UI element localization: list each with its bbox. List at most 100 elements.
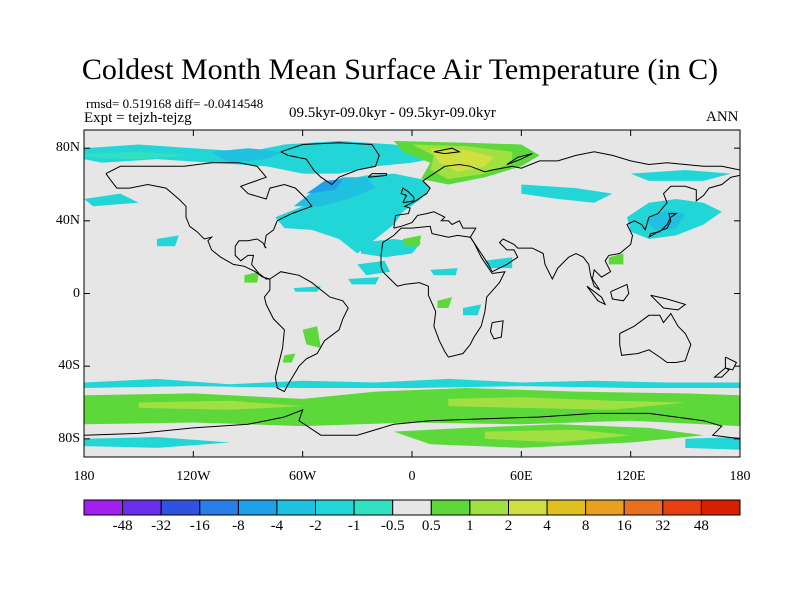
colorbar-swatch (508, 499, 548, 516)
y-tick-label: 80S (58, 430, 80, 446)
x-tick-label: 120E (615, 469, 646, 484)
coastline (650, 294, 687, 311)
colorbar-swatch (83, 499, 124, 516)
colorbar-swatch (276, 499, 316, 516)
axis-ticks (83, 130, 741, 457)
colorbar (83, 499, 741, 516)
x-tick-label: 60W (289, 469, 317, 484)
y-tick-label: 40N (55, 212, 80, 228)
coastline (393, 151, 740, 291)
y-tick-label: 0 (73, 285, 80, 301)
colorbar-swatch (353, 499, 394, 516)
x-tick-label: 180 (729, 469, 751, 484)
period-text: ANN (706, 109, 739, 125)
coastline (724, 356, 738, 371)
contour-blob (348, 277, 380, 285)
coastline (380, 225, 506, 358)
coastline (400, 187, 415, 204)
y-tick-label: 40S (58, 358, 80, 374)
contour-blob (84, 388, 740, 427)
colorbar-swatch (315, 499, 355, 516)
colorbar-label: 16 (616, 518, 632, 534)
colorbar-label: -32 (151, 518, 172, 534)
coastline (610, 283, 630, 302)
colorbar-label: -48 (112, 518, 133, 534)
y-tick-label: 80N (55, 140, 80, 156)
contour-blob (608, 253, 624, 265)
coastline (648, 213, 678, 238)
x-tick-label: 120W (176, 469, 211, 484)
contour-blob (84, 437, 230, 448)
contour-blob (138, 400, 303, 410)
rmsd-text: rmsd= 0.519168 diff= -0.0414548 (86, 96, 264, 111)
coastline (506, 153, 533, 165)
contour-blob (84, 151, 194, 160)
colorbar-label: 8 (581, 518, 590, 534)
contour-blob (685, 437, 740, 450)
expt-text: Expt = tejzh-tejzg (84, 110, 192, 126)
colorbar-label: -1 (347, 518, 361, 534)
coastline (433, 147, 462, 155)
coastline (489, 320, 504, 340)
contour-blob (211, 148, 285, 163)
contour-blob (521, 184, 613, 203)
colorbar-swatch (237, 499, 278, 516)
contour-blob (357, 260, 391, 276)
coastline (586, 285, 607, 306)
contour-blob (282, 353, 296, 363)
contour-blob (275, 173, 431, 254)
colorbar-swatch (585, 499, 625, 516)
colorbar-label: 48 (693, 518, 709, 534)
contour-blob (630, 170, 731, 181)
colorbar-label: 4 (543, 518, 551, 534)
contour-blob (302, 326, 321, 348)
coastline (84, 408, 740, 440)
colorbar-swatch (662, 499, 702, 516)
contour-blob (293, 286, 321, 292)
contour-blob (156, 235, 179, 247)
contour-blob (84, 378, 740, 388)
coastline (713, 367, 730, 378)
coastline (105, 162, 313, 280)
x-tick-label: 180 (73, 469, 95, 484)
colorbar-label: -8 (232, 518, 245, 534)
coastline (280, 142, 380, 186)
colorbar-swatch (160, 499, 201, 516)
contour-fills (84, 140, 740, 450)
colorbar-swatch (623, 499, 664, 516)
coastlines (84, 142, 740, 440)
contour-blob (430, 268, 458, 276)
colorbar-label: -16 (189, 518, 210, 534)
colorbar-label: 32 (655, 518, 671, 534)
contour-blob (402, 235, 422, 247)
contour-blob (437, 297, 453, 308)
colorbar-swatch (430, 499, 471, 516)
colorbar-swatch (199, 499, 239, 516)
contour-blob (244, 271, 259, 283)
colorbar-label: 2 (504, 518, 513, 534)
x-tick-label: 60E (510, 469, 533, 484)
coastline (263, 271, 349, 393)
colorbar-swatch (122, 499, 162, 516)
colorbar-swatch (700, 499, 741, 516)
contour-blob (484, 429, 631, 443)
contour-blob (84, 193, 139, 207)
contour-blob (448, 397, 686, 410)
colorbar-swatch (392, 499, 432, 516)
colorbar-swatch (546, 499, 587, 516)
colorbar-swatch (469, 499, 509, 516)
coastline (619, 312, 692, 363)
contour-blob (645, 209, 686, 232)
x-tick-label: 0 (408, 469, 416, 484)
contour-blob (293, 177, 376, 207)
colorbar-label: -0.5 (380, 518, 405, 534)
colorbar-label: 0.5 (421, 518, 441, 534)
coastline (367, 173, 387, 178)
colorbar-label: -4 (270, 518, 284, 534)
contour-blob (463, 304, 482, 316)
colorbar-label: 1 (466, 518, 474, 534)
subtitle-text: 09.5kyr-09.0kyr - 09.5kyr-09.0kyr (289, 105, 496, 121)
colorbar-label: -2 (309, 518, 322, 534)
chart-title: Coldest Month Mean Surface Air Temperatu… (81, 53, 719, 86)
